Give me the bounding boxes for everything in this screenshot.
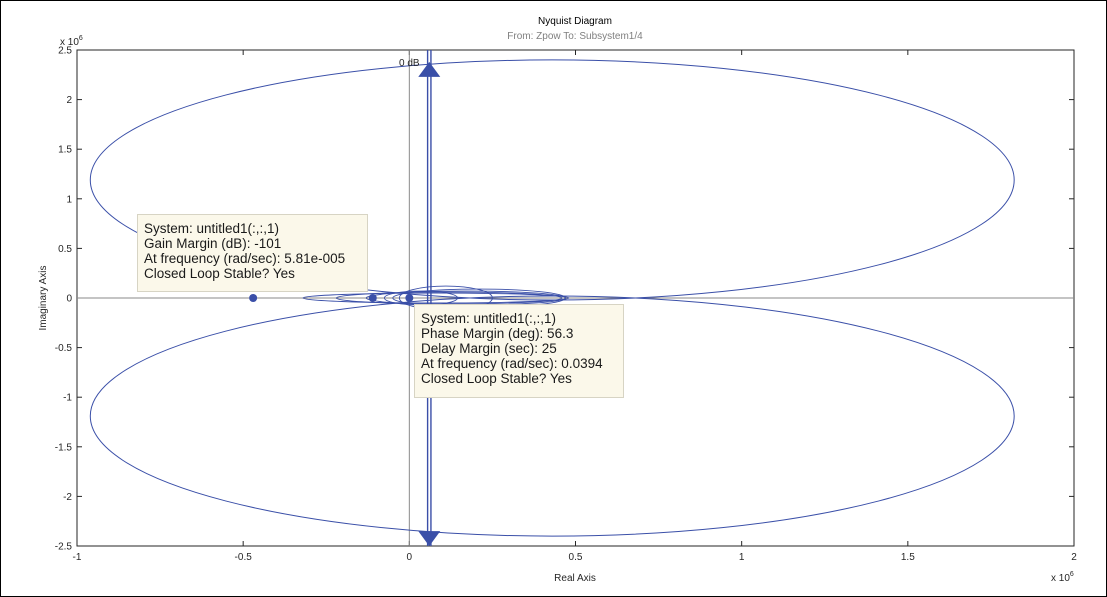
y-tick-label: -2 xyxy=(63,492,72,503)
x-axis-label: Real Axis xyxy=(554,573,596,584)
datatip-frequency: At frequency (rad/sec): 5.81e-005 xyxy=(144,251,346,266)
y-axis-label: Imaginary Axis xyxy=(38,265,49,330)
phase-margin-datatip[interactable]: System: untitled1(:,:,1) Phase Margin (d… xyxy=(414,304,624,398)
gain-margin-datatip[interactable]: System: untitled1(:,:,1) Gain Margin (dB… xyxy=(137,214,368,292)
chart-title: Nyquist Diagram xyxy=(538,16,612,27)
datatip-system: System: untitled1(:,:,1) xyxy=(421,311,557,326)
lower-loop-curve xyxy=(89,295,1015,537)
y-tick-label: 1.5 xyxy=(58,145,72,156)
inner-loop-curve xyxy=(302,292,570,304)
phase-margin-marker xyxy=(405,294,414,302)
datatip-stability: Closed Loop Stable? Yes xyxy=(421,371,572,386)
x-tick-label: 0 xyxy=(407,552,413,563)
y-tick-label: -1 xyxy=(63,393,72,404)
y-tick-label: 2.5 xyxy=(58,46,72,57)
nyquist-markers xyxy=(249,61,441,547)
chart-subtitle: From: Zpow To: Subsystem1/4 xyxy=(507,31,643,42)
y-tick-label: -1.5 xyxy=(55,442,73,453)
datatip-phase-margin: Phase Margin (deg): 56.3 xyxy=(421,326,574,341)
datatip-system: System: untitled1(:,:,1) xyxy=(144,221,280,236)
datatip-stability: Closed Loop Stable? Yes xyxy=(144,266,295,281)
datatip-gain-margin: Gain Margin (dB): -101 xyxy=(144,236,282,251)
inner-loop-curve xyxy=(335,291,563,305)
x-exponent-label: x 106 xyxy=(1051,571,1074,584)
direction-arrow xyxy=(418,61,441,77)
datatip-frequency: At frequency (rad/sec): 0.0394 xyxy=(421,356,603,371)
direction-arrow xyxy=(418,531,441,547)
y-tick-label: -0.5 xyxy=(55,343,73,354)
gain-margin-marker xyxy=(249,294,258,302)
x-tick-label: 1.5 xyxy=(901,552,915,563)
y-tick-label: 1 xyxy=(66,194,72,205)
upper-loop-curve xyxy=(89,59,1015,301)
x-tick-label: 1 xyxy=(739,552,745,563)
reference-lines xyxy=(77,50,1074,546)
crossing-marker xyxy=(368,294,377,302)
datatip-delay-margin: Delay Margin (sec): 25 xyxy=(421,341,557,356)
x-tick-label: 0.5 xyxy=(569,552,583,563)
y-exponent-label: x 106 xyxy=(60,35,83,48)
y-tick-label: 0 xyxy=(66,294,72,305)
y-tick-label: 2 xyxy=(66,95,72,106)
x-tick-label: 2 xyxy=(1071,552,1077,563)
zero-db-label: 0 dB xyxy=(399,58,420,69)
y-tick-label: -2.5 xyxy=(55,542,73,553)
x-tick-label: -1 xyxy=(73,552,82,563)
x-tick-label: -0.5 xyxy=(235,552,253,563)
y-tick-label: 0.5 xyxy=(58,244,72,255)
